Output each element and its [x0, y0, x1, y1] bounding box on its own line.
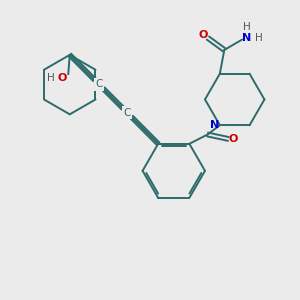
Text: O: O	[228, 134, 238, 144]
Text: O: O	[57, 73, 66, 83]
Text: N: N	[210, 120, 219, 130]
Text: H: H	[255, 33, 262, 43]
Text: H: H	[46, 73, 54, 83]
Text: C: C	[95, 79, 103, 89]
Text: N: N	[242, 33, 251, 43]
Text: O: O	[199, 30, 208, 40]
Text: H: H	[243, 22, 250, 32]
Text: C: C	[124, 108, 131, 118]
